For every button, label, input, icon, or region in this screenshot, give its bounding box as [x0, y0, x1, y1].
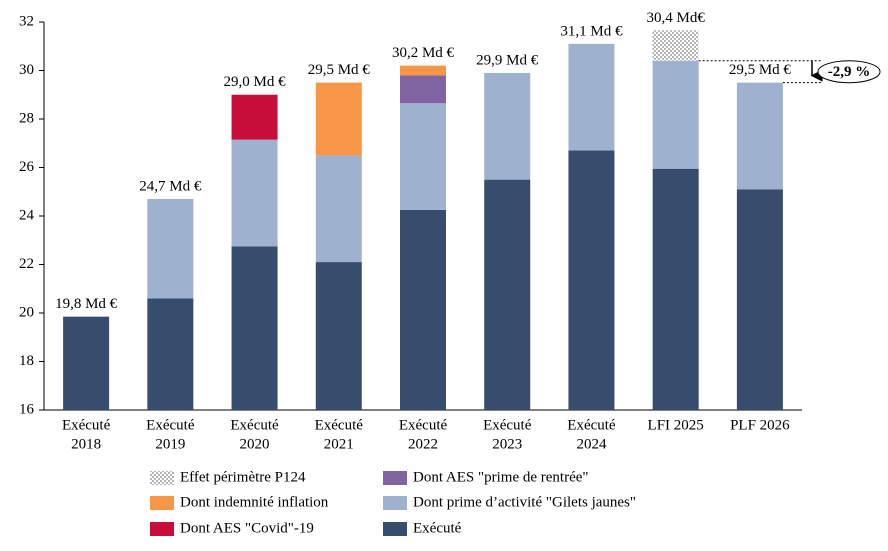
x-tick-label: Exécuté	[146, 417, 195, 433]
legend-label: Effet périmètre P124	[180, 469, 306, 485]
x-tick-label: 2018	[71, 436, 101, 452]
legend-label: Dont AES "prime de rentrée"	[413, 469, 589, 485]
y-tick-label: 28	[19, 110, 34, 126]
legend-swatch	[383, 522, 407, 536]
y-tick-label: 30	[19, 62, 34, 78]
total-label: 29,5 Md €	[308, 62, 371, 78]
legend-swatch	[150, 471, 174, 485]
bar-segment	[147, 199, 194, 299]
x-tick-label: Exécuté	[62, 417, 111, 433]
total-label: 24,7 Md €	[139, 178, 202, 194]
bar-segment	[147, 298, 194, 410]
bar-segment	[315, 155, 362, 263]
bar-segment	[400, 75, 446, 104]
y-tick-label: 18	[19, 353, 34, 369]
x-tick-label: 2019	[155, 436, 185, 452]
bar-segment	[231, 94, 278, 140]
x-tick-label: 2023	[492, 436, 522, 452]
x-tick-label: 2020	[240, 436, 270, 452]
bar-segment	[231, 139, 278, 247]
bar-segment	[63, 316, 110, 410]
y-tick-label: 20	[19, 304, 34, 320]
legend-swatch	[150, 522, 174, 536]
x-tick-label: Exécuté	[230, 417, 279, 433]
x-tick-label: PLF 2026	[730, 417, 790, 433]
bar-segment	[231, 246, 278, 410]
y-tick-label: 24	[19, 207, 35, 223]
x-tick-label: 2021	[324, 436, 354, 452]
bar-segment	[652, 60, 699, 169]
total-label: 30,4 Md€	[646, 10, 705, 26]
legend-label: Dont indemnité inflation	[180, 494, 329, 510]
bar-segment	[652, 30, 699, 61]
x-tick-label: Exécuté	[483, 417, 532, 433]
total-label: 19,8 Md €	[55, 296, 118, 312]
x-tick-label: Exécuté	[567, 417, 616, 433]
y-tick-label: 22	[19, 256, 34, 272]
legend-label: Dont AES "Covid"-19	[180, 520, 314, 536]
bar-segment	[400, 65, 446, 76]
bar-segment	[568, 150, 615, 410]
total-label: 30,2 Md €	[392, 45, 455, 61]
y-tick-label: 26	[19, 159, 35, 175]
total-label: 29,9 Md €	[476, 52, 539, 68]
legend-swatch	[383, 496, 407, 510]
x-tick-label: Exécuté	[399, 417, 448, 433]
legend-label: Dont prime d’activité "Gilets jaunes"	[413, 494, 636, 510]
bar-segment	[484, 72, 531, 180]
total-label: 29,5 Md €	[729, 62, 792, 78]
bar-segment	[736, 82, 783, 190]
x-tick-label: 2024	[576, 436, 607, 452]
total-label: 29,0 Md €	[224, 74, 287, 90]
total-label: 31,1 Md €	[560, 23, 623, 39]
bar-segment	[315, 82, 362, 156]
bar-segment	[652, 168, 699, 410]
legend-swatch	[383, 471, 407, 485]
bar-segment	[400, 103, 446, 210]
bar-segment	[736, 189, 783, 410]
annotation: -2,9 %	[828, 64, 871, 80]
bar-segment	[484, 179, 531, 410]
annotation-ellipse	[817, 60, 881, 84]
legend-swatch	[150, 496, 174, 510]
y-tick-label: 16	[19, 401, 35, 417]
y-tick-label: 32	[19, 13, 34, 29]
x-tick-label: 2022	[408, 436, 438, 452]
bar-segment	[568, 43, 615, 151]
legend-label: Exécuté	[413, 520, 462, 536]
bar-segment	[315, 262, 362, 410]
x-tick-label: LFI 2025	[648, 417, 704, 433]
x-tick-label: Exécuté	[315, 417, 364, 433]
bar-segment	[400, 209, 446, 410]
